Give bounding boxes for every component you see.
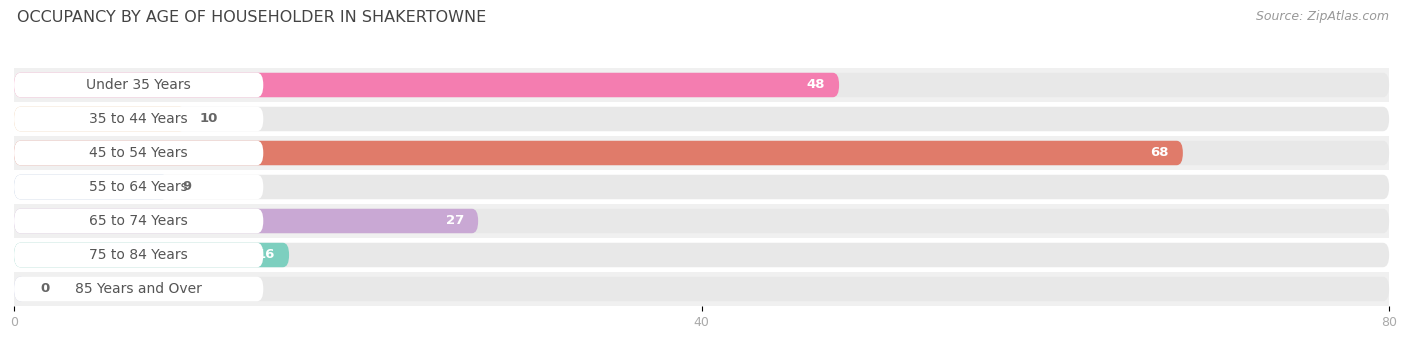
FancyBboxPatch shape [14,243,290,267]
Text: 68: 68 [1150,147,1170,159]
FancyBboxPatch shape [14,107,263,131]
FancyBboxPatch shape [14,277,1389,301]
FancyBboxPatch shape [14,102,1389,136]
FancyBboxPatch shape [14,141,1182,165]
Text: 0: 0 [41,283,49,295]
FancyBboxPatch shape [14,243,1389,267]
Text: 65 to 74 Years: 65 to 74 Years [90,214,188,228]
FancyBboxPatch shape [14,136,1389,170]
Text: 27: 27 [446,215,464,227]
FancyBboxPatch shape [14,175,169,199]
Text: 48: 48 [807,79,825,91]
Text: 16: 16 [257,249,276,261]
FancyBboxPatch shape [14,68,1389,102]
FancyBboxPatch shape [14,175,1389,199]
FancyBboxPatch shape [14,175,263,199]
FancyBboxPatch shape [14,73,1389,97]
FancyBboxPatch shape [14,73,839,97]
FancyBboxPatch shape [14,209,478,233]
FancyBboxPatch shape [14,272,1389,306]
FancyBboxPatch shape [14,209,1389,233]
FancyBboxPatch shape [14,141,1389,165]
Text: 75 to 84 Years: 75 to 84 Years [90,248,188,262]
Text: 35 to 44 Years: 35 to 44 Years [90,112,188,126]
FancyBboxPatch shape [14,107,186,131]
FancyBboxPatch shape [14,277,263,301]
FancyBboxPatch shape [14,238,1389,272]
Text: OCCUPANCY BY AGE OF HOUSEHOLDER IN SHAKERTOWNE: OCCUPANCY BY AGE OF HOUSEHOLDER IN SHAKE… [17,10,486,25]
FancyBboxPatch shape [14,243,263,267]
FancyBboxPatch shape [14,141,263,165]
Text: 45 to 54 Years: 45 to 54 Years [90,146,188,160]
Text: Source: ZipAtlas.com: Source: ZipAtlas.com [1256,10,1389,23]
Text: Under 35 Years: Under 35 Years [86,78,191,92]
Text: 85 Years and Over: 85 Years and Over [76,282,202,296]
FancyBboxPatch shape [14,107,1389,131]
FancyBboxPatch shape [14,170,1389,204]
FancyBboxPatch shape [14,73,263,97]
Text: 10: 10 [200,113,218,125]
FancyBboxPatch shape [14,209,263,233]
Text: 55 to 64 Years: 55 to 64 Years [90,180,188,194]
FancyBboxPatch shape [14,204,1389,238]
Text: 9: 9 [183,181,191,193]
FancyBboxPatch shape [14,277,27,301]
